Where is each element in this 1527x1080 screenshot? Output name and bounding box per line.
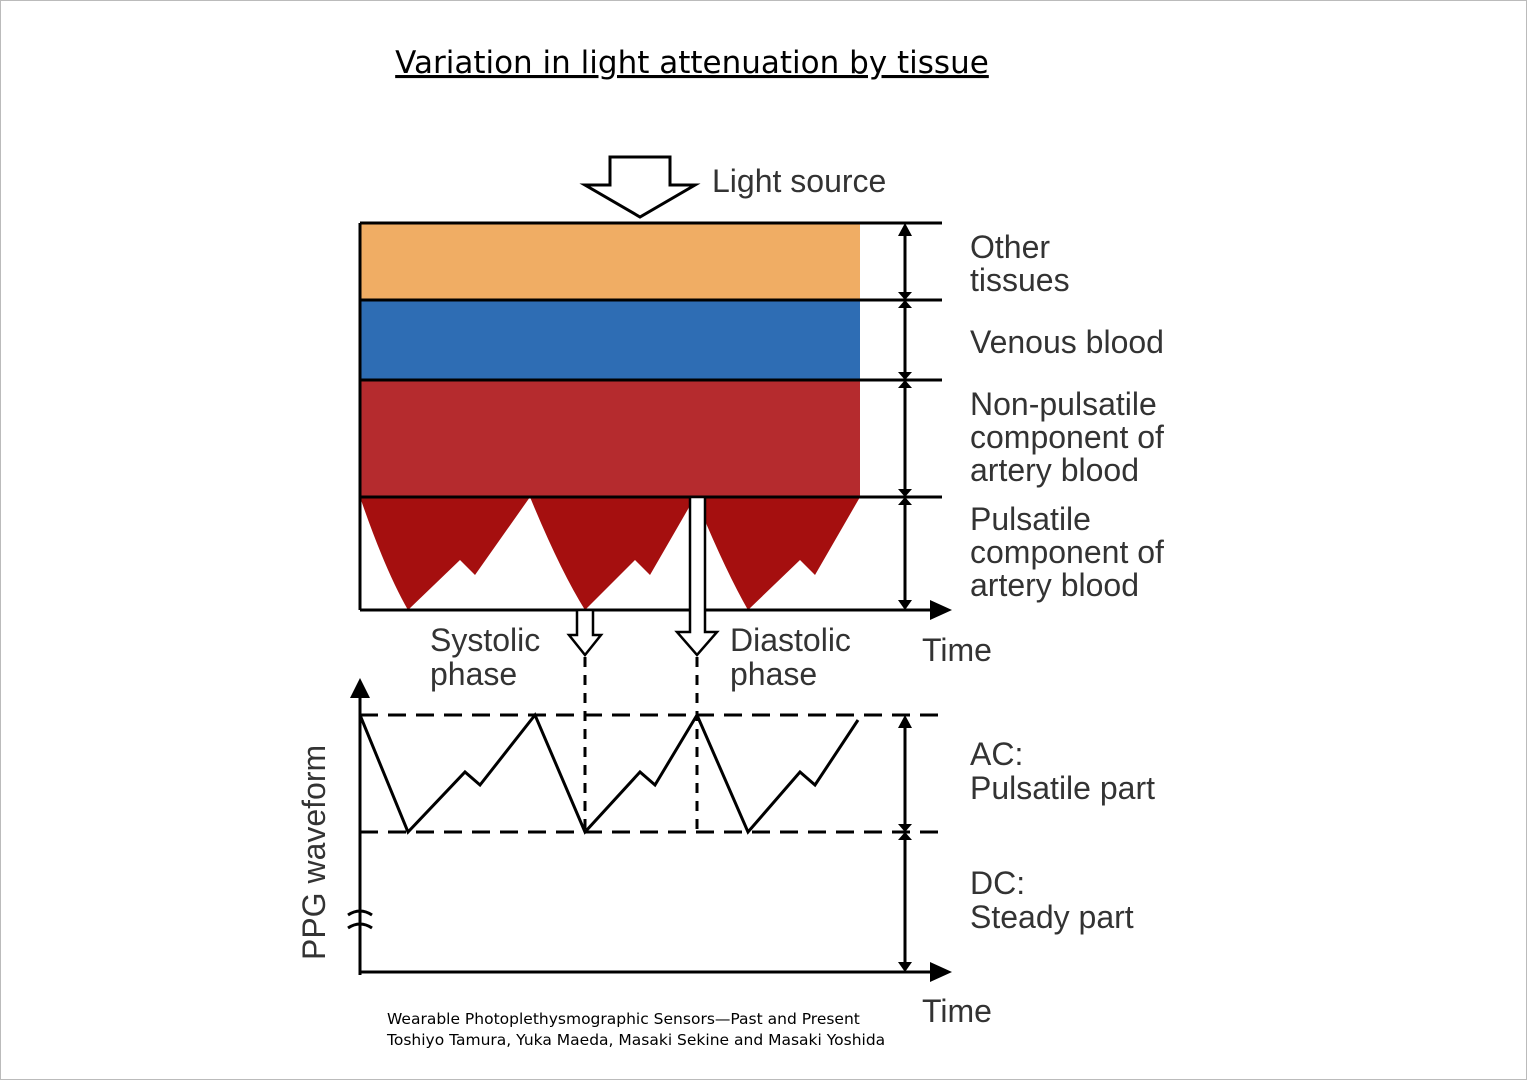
phase-label: Systolic phase — [430, 622, 540, 692]
nonpulsatile-layer — [360, 380, 860, 497]
axis-break — [347, 909, 373, 930]
layer-label: Non-pulsatile component of artery blood — [970, 386, 1164, 488]
ppg-waveform — [358, 711, 860, 835]
layer-label: Other tissues — [970, 229, 1070, 298]
x-axis-arrow — [930, 962, 952, 982]
title: Variation in light attenuation by tissue — [395, 45, 989, 81]
pulsatile-layer — [360, 497, 860, 610]
time-label: Time — [922, 632, 992, 668]
light-source-label: Light source — [712, 163, 886, 199]
range-arrows — [898, 223, 912, 610]
diastolic-arrow — [674, 495, 720, 657]
component-label: AC: Pulsatile part — [970, 736, 1155, 806]
light-arrow — [579, 155, 701, 219]
citation: Wearable Photoplethysmographic Sensors—P… — [387, 1010, 860, 1028]
component-label: DC: Steady part — [970, 865, 1134, 935]
layer-label: Venous blood — [970, 324, 1164, 360]
citation: Toshiyo Tamura, Yuka Maeda, Masaki Sekin… — [386, 1031, 885, 1049]
layer-lines — [358, 221, 942, 612]
venous-layer — [360, 300, 860, 380]
systolic-arrow — [566, 608, 604, 658]
ppg-axis-label: PPG waveform — [296, 745, 332, 960]
phase-label: Diastolic phase — [730, 622, 851, 692]
time-label: Time — [922, 993, 992, 1029]
layer-label: Pulsatile component of artery blood — [970, 501, 1164, 603]
range-arrows-bottom — [898, 715, 912, 972]
y-axis-arrow — [350, 678, 370, 698]
other-tissues-layer — [360, 223, 860, 300]
axis-arrow — [930, 600, 952, 620]
